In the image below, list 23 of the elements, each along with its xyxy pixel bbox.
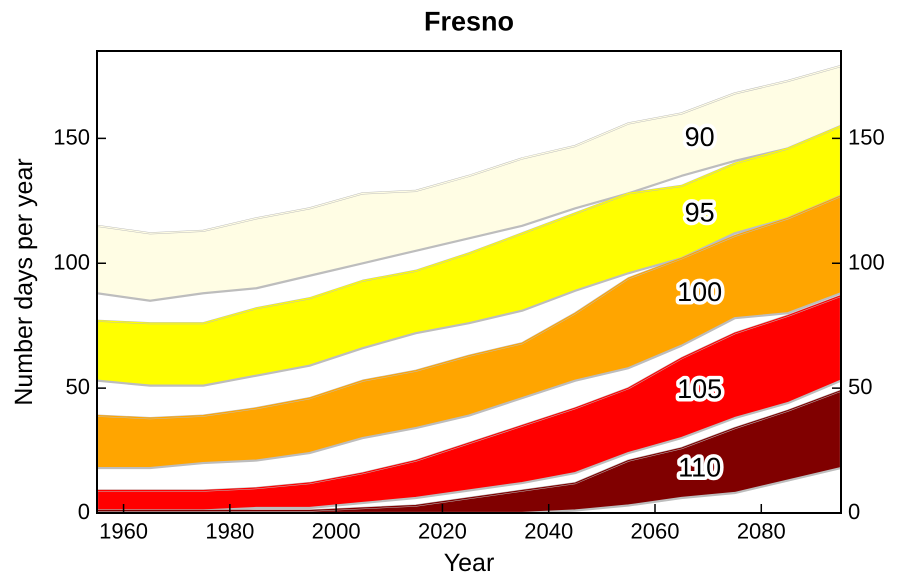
x-tick-label: 2080 [736,518,786,544]
y2-tick-label: 50 [848,374,872,400]
x-tick-label: 2020 [418,518,467,544]
series-label: 105 [677,374,722,404]
chart-title: Fresno [424,6,514,36]
y2-tick-label: 0 [848,499,860,524]
y-tick-label: 150 [53,124,90,150]
x-tick-label: 2040 [524,518,574,544]
series-label: 95 [684,197,715,228]
series-label: 90 [684,122,715,152]
y-tick-label: 50 [66,374,90,400]
x-tick-label: 1960 [99,518,148,544]
y2-tick-label: 100 [848,249,885,274]
x-tick-label: 2060 [630,518,680,544]
y-axis-title: Number days per year [10,158,38,406]
series-label: 100 [677,276,722,307]
x-tick-label: 2000 [312,518,361,544]
x-axis-title: Year [444,548,494,577]
y-tick-label: 100 [53,249,90,274]
y-tick-label: 0 [78,499,90,524]
y2-tick-label: 150 [848,124,885,150]
series-label: 110 [678,452,722,482]
x-tick-label: 1980 [205,518,254,544]
